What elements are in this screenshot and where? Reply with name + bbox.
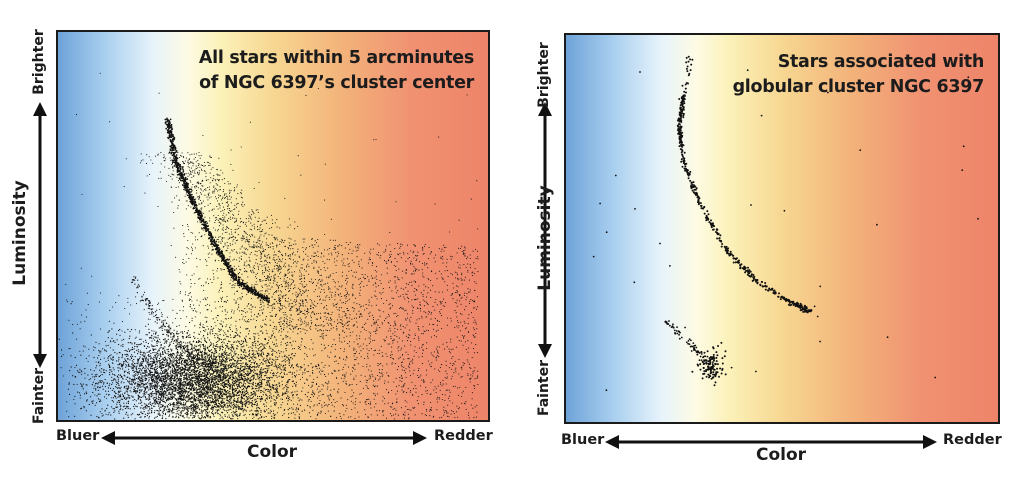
right-x-axis-title: Color: [755, 445, 807, 465]
left-x-left-label: Bluer: [56, 428, 100, 444]
left-x-axis-arrow: [101, 431, 427, 445]
left-y-axis-title: Luminosity: [10, 180, 30, 286]
right-x-axis-arrow: [605, 435, 937, 449]
right-title-line-2: globular cluster NGC 6397: [732, 77, 985, 97]
right-x-left-label: Bluer: [561, 432, 605, 448]
left-title-line-2: of NGC 6397’s cluster center: [199, 73, 474, 93]
right-y-axis-arrow: [538, 102, 552, 358]
left-y-top-label: Brighter: [31, 29, 47, 95]
left-chart-title: All stars within 5 arcminutes of NGC 639…: [144, 46, 474, 96]
right-title-line-1: Stars associated with: [777, 52, 985, 72]
left-x-axis-title: Color: [246, 442, 298, 462]
left-y-axis-arrow: [33, 102, 47, 368]
star-points: [592, 55, 979, 392]
left-y-bottom-label: Fainter: [31, 367, 47, 425]
left-title-line-1: All stars within 5 arcminutes: [198, 48, 474, 68]
color-gradient-background: [566, 35, 998, 422]
right-chart-title: Stars associated with globular cluster N…: [684, 50, 985, 100]
right-y-top-label: Brighter: [536, 42, 552, 108]
right-y-bottom-label: Fainter: [536, 359, 552, 417]
star-points: [58, 72, 479, 420]
right-chart-plot-area: Stars associated with globular cluster N…: [564, 33, 1000, 424]
left-star-scatter: [58, 72, 479, 420]
right-y-axis-title: Luminosity: [535, 185, 555, 291]
left-x-right-label: Redder: [434, 428, 493, 444]
right-x-right-label: Redder: [943, 432, 1002, 448]
left-chart-plot-area: All stars within 5 arcminutes of NGC 639…: [56, 30, 490, 422]
right-star-scatter: [592, 55, 979, 392]
